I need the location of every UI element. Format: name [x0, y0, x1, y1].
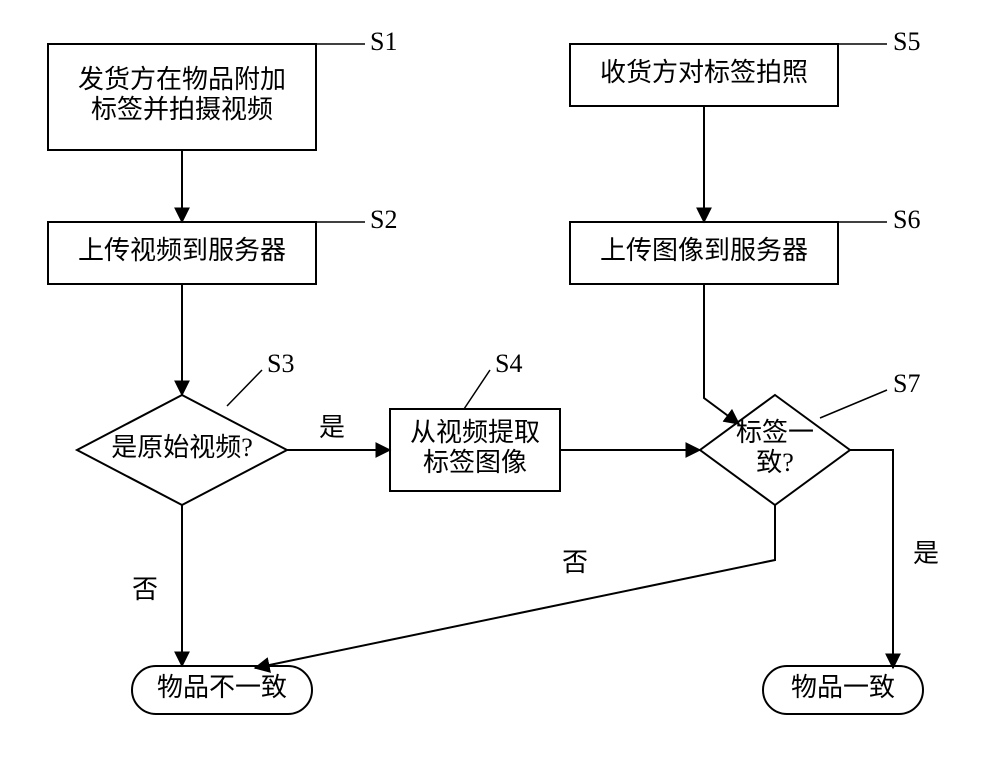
- ref-s1: S1: [370, 27, 397, 56]
- edge-7-label: 否: [562, 548, 588, 577]
- node-s7-label-line-0: 标签一: [736, 418, 814, 447]
- node-s7-label-line-1: 致?: [756, 448, 794, 477]
- ref-s3: S3: [267, 349, 294, 378]
- node-s5-label-line-0: 收货方对标签拍照: [600, 58, 808, 87]
- edge-8: [850, 450, 893, 668]
- ref-s6: S6: [893, 205, 920, 234]
- node-s4-label-line-0: 从视频提取: [410, 418, 540, 447]
- edge-7: [255, 505, 775, 668]
- edge-5: [704, 284, 739, 424]
- lead-2: [227, 370, 262, 406]
- ref-s5: S5: [893, 27, 920, 56]
- ref-s2: S2: [370, 205, 397, 234]
- lead-6: [820, 390, 887, 418]
- node-s6-label-line-0: 上传图像到服务器: [600, 236, 808, 265]
- node-s4-label-line-1: 标签图像: [423, 448, 527, 477]
- edge-8-label: 是: [913, 539, 939, 568]
- edge-2-label: 是: [319, 413, 345, 442]
- node-s1-label-line-1: 标签并拍摄视频: [91, 95, 273, 124]
- node-t_yes-label-line-0: 物品一致: [791, 673, 895, 702]
- lead-3: [464, 370, 490, 409]
- flowchart-canvas: 发货方在物品附加标签并拍摄视频 S1 上传视频到服务器 S2 是原始视频? S3 从视频提取…: [0, 0, 1000, 758]
- node-t_no-label-line-0: 物品不一致: [157, 673, 287, 702]
- node-s3-label-line-0: 是原始视频?: [111, 433, 253, 462]
- node-s2-label-line-0: 上传视频到服务器: [78, 236, 286, 265]
- ref-s4: S4: [495, 349, 522, 378]
- ref-s7: S7: [893, 369, 920, 398]
- edge-6-label: 否: [132, 575, 158, 604]
- node-s1-label-line-0: 发货方在物品附加: [78, 65, 286, 94]
